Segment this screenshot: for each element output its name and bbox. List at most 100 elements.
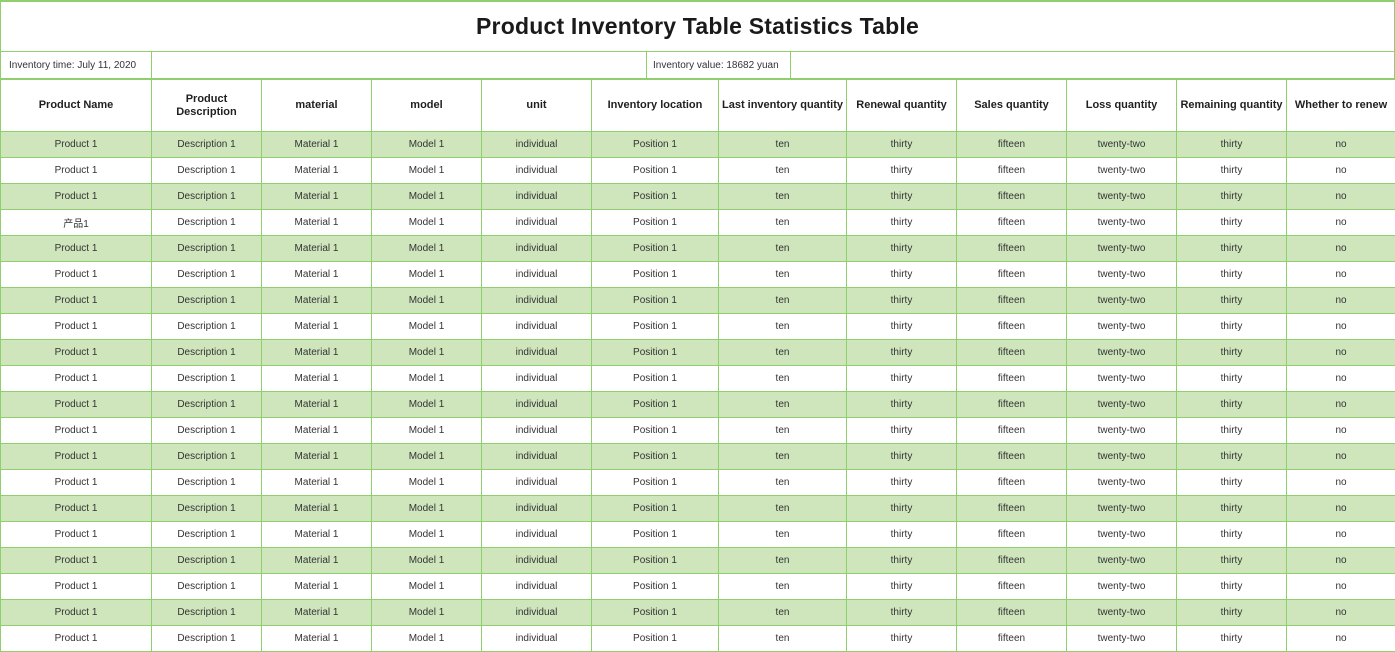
table-cell: Description 1 (151, 157, 262, 184)
table-cell: fifteen (956, 339, 1067, 366)
table-cell: thirty (846, 339, 957, 366)
table-cell: ten (718, 443, 847, 470)
table-cell: individual (481, 547, 592, 574)
table-cell: fifteen (956, 599, 1067, 626)
table-cell: Model 1 (371, 183, 482, 210)
inventory-time: Inventory time: July 11, 2020 (0, 52, 151, 78)
table-cell: Product 1 (0, 391, 152, 418)
table-cell: Model 1 (371, 625, 482, 652)
column-header: material (261, 79, 372, 132)
table-cell: Description 1 (151, 391, 262, 418)
table-cell: thirty (1176, 131, 1287, 158)
table-cell: Model 1 (371, 235, 482, 262)
table-cell: ten (718, 365, 847, 392)
table-cell: fifteen (956, 313, 1067, 340)
table-cell: fifteen (956, 209, 1067, 236)
table-cell: fifteen (956, 469, 1067, 496)
column-header: Sales quantity (956, 79, 1067, 132)
table-cell: no (1286, 235, 1395, 262)
column-header: Last inventory quantity (718, 79, 847, 132)
info-bar: Inventory time: July 11, 2020 Inventory … (0, 52, 1395, 79)
table-cell: ten (718, 235, 847, 262)
table-cell: twenty-two (1066, 235, 1177, 262)
table-cell: individual (481, 417, 592, 444)
table-cell: Material 1 (261, 469, 372, 496)
table-cell: thirty (1176, 313, 1287, 340)
table-cell: Model 1 (371, 339, 482, 366)
table-cell: individual (481, 443, 592, 470)
table-cell: ten (718, 339, 847, 366)
table-cell: individual (481, 235, 592, 262)
table-cell: thirty (846, 625, 957, 652)
column-header: unit (481, 79, 592, 132)
table-cell: no (1286, 209, 1395, 236)
table-cell: Material 1 (261, 183, 372, 210)
table-cell: Position 1 (591, 261, 719, 288)
table-cell: individual (481, 469, 592, 496)
table-cell: no (1286, 625, 1395, 652)
table-cell: individual (481, 573, 592, 600)
table-cell: thirty (1176, 417, 1287, 444)
table-cell: Position 1 (591, 183, 719, 210)
table-cell: Description 1 (151, 443, 262, 470)
table-cell: Product 1 (0, 261, 152, 288)
table-cell: Model 1 (371, 391, 482, 418)
inventory-table: Product Name Product Description material m… (0, 79, 1395, 652)
table-cell: Product 1 (0, 625, 152, 652)
table-cell: twenty-two (1066, 547, 1177, 574)
table-cell: fifteen (956, 131, 1067, 158)
table-cell: no (1286, 131, 1395, 158)
table-cell: Material 1 (261, 521, 372, 548)
table-cell: ten (718, 495, 847, 522)
table-cell: individual (481, 365, 592, 392)
table-cell: thirty (1176, 547, 1287, 574)
column-header: Product Description (151, 79, 262, 132)
table-cell: fifteen (956, 573, 1067, 600)
table-row: 产品1 Description 1 Material 1 Model 1 individ… (0, 209, 1395, 236)
table-cell: Material 1 (261, 495, 372, 522)
table-cell: twenty-two (1066, 469, 1177, 496)
table-cell: Position 1 (591, 313, 719, 340)
table-cell: individual (481, 209, 592, 236)
table-cell: fifteen (956, 287, 1067, 314)
table-cell: thirty (846, 235, 957, 262)
table-cell: thirty (1176, 391, 1287, 418)
table-cell: no (1286, 365, 1395, 392)
table-cell: Position 1 (591, 131, 719, 158)
table-cell: Material 1 (261, 235, 372, 262)
table-cell: thirty (1176, 365, 1287, 392)
table-cell: ten (718, 599, 847, 626)
table-cell: no (1286, 469, 1395, 496)
table-cell: no (1286, 339, 1395, 366)
table-cell: thirty (846, 131, 957, 158)
table-cell: individual (481, 287, 592, 314)
table-cell: individual (481, 391, 592, 418)
table-cell: fifteen (956, 625, 1067, 652)
table-cell: fifteen (956, 521, 1067, 548)
table-cell: twenty-two (1066, 339, 1177, 366)
table-cell: individual (481, 521, 592, 548)
table-cell: no (1286, 313, 1395, 340)
table-cell: individual (481, 599, 592, 626)
table-cell: individual (481, 183, 592, 210)
table-cell: ten (718, 417, 847, 444)
table-cell: Product 1 (0, 521, 152, 548)
table-cell: Material 1 (261, 131, 372, 158)
table-cell: ten (718, 313, 847, 340)
table-cell: Position 1 (591, 573, 719, 600)
table-cell: ten (718, 209, 847, 236)
table-cell: Model 1 (371, 313, 482, 340)
table-cell: thirty (1176, 261, 1287, 288)
table-cell: Model 1 (371, 365, 482, 392)
title-bar: Product Inventory Table Statistics Table (0, 2, 1395, 52)
table-cell: thirty (846, 209, 957, 236)
table-cell: no (1286, 573, 1395, 600)
table-cell: Position 1 (591, 391, 719, 418)
column-header: Loss quantity (1066, 79, 1177, 132)
table-cell: individual (481, 495, 592, 522)
table-cell: Model 1 (371, 495, 482, 522)
